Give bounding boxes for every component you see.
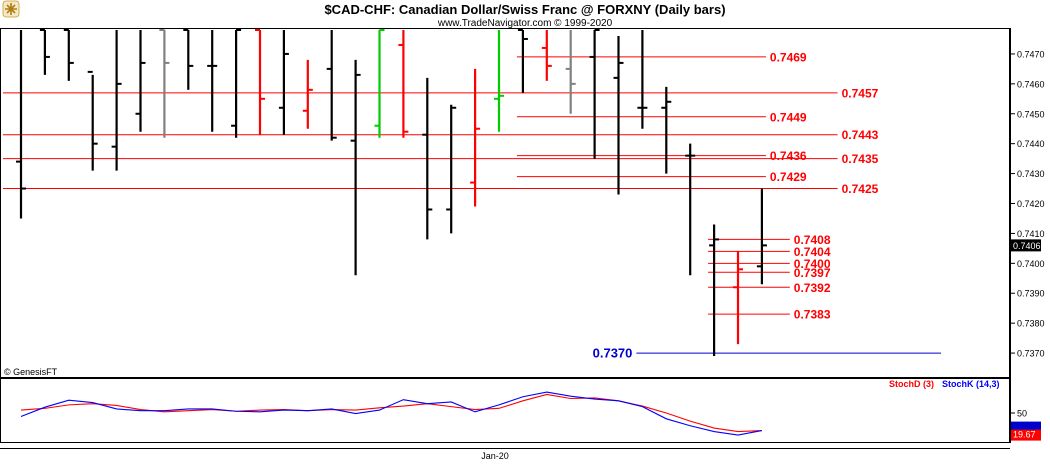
ohlc-bar xyxy=(159,29,170,138)
level-label: 0.7392 xyxy=(794,281,831,295)
ohlc-bar xyxy=(183,29,194,90)
ohlc-bar xyxy=(278,30,289,135)
chart-subtitle: www.TradeNavigator.com © 1999-2020 xyxy=(437,18,613,29)
ohlc-bar xyxy=(446,104,457,234)
price-bars xyxy=(16,29,767,357)
ohlc-bar xyxy=(63,29,74,81)
ohlc-bar xyxy=(87,70,98,171)
stoch-badge-k xyxy=(1011,421,1041,431)
ohlc-bar xyxy=(685,143,696,276)
price-levels: 0.7469 0.7457 0.7449 0.7443 0.7436 0.7435 0.74… xyxy=(3,50,941,361)
price-axis-tick-label: 0.7410 xyxy=(1017,229,1045,239)
last-price-label: 0.7406 xyxy=(1013,241,1041,251)
price-axis-tick-label: 0.7380 xyxy=(1017,319,1045,329)
level-label: 0.7429 xyxy=(770,170,807,184)
level-label: 0.7404 xyxy=(794,245,831,259)
price-axis-tick-label: 0.7420 xyxy=(1017,199,1045,209)
level-label: 0.7469 xyxy=(770,50,807,64)
level-label: 0.7383 xyxy=(794,308,831,322)
ohlc-bar xyxy=(709,224,720,357)
price-axis-tick-label: 0.7460 xyxy=(1017,79,1045,89)
level-label: 0.7449 xyxy=(770,110,807,124)
ohlc-bar xyxy=(207,30,218,132)
level-label: 0.7443 xyxy=(842,128,879,142)
ohlc-bar xyxy=(494,30,504,132)
ohlc-bar xyxy=(470,68,481,207)
ohlc-bar xyxy=(39,29,50,75)
chart-title: $CAD-CHF: Canadian Dollar/Swiss Franc @ … xyxy=(324,2,725,17)
price-axis-tick-label: 0.7450 xyxy=(1017,109,1045,119)
stochastic-panel: 50 19.67 StochD (3) StochK (14,3) xyxy=(20,379,1041,441)
ohlc-bar xyxy=(541,30,552,81)
price-axis-tick-label: 0.7440 xyxy=(1017,139,1045,149)
ohlc-bar xyxy=(135,30,146,132)
ohlc-bar xyxy=(613,35,624,195)
ohlc-bar xyxy=(733,251,743,345)
ohlc-bar xyxy=(350,59,361,276)
legend-stoch-d: StochD (3) xyxy=(889,379,934,389)
ohlc-bar xyxy=(661,86,672,174)
level-label: 0.7435 xyxy=(842,152,879,166)
legend-stoch-k: StochK (14,3) xyxy=(942,379,1000,389)
level-label: 0.7400 xyxy=(794,257,831,271)
price-panel-frame xyxy=(0,28,1010,378)
price-axis-tick-label: 0.7430 xyxy=(1017,169,1045,179)
ohlc-bar xyxy=(231,29,242,138)
level-label: 0.7397 xyxy=(794,266,831,280)
level-label: 0.7457 xyxy=(842,86,879,100)
ohlc-bar xyxy=(255,29,265,135)
ohlc-bar xyxy=(302,59,313,129)
price-axis-tick-label: 0.7390 xyxy=(1017,289,1045,299)
ohlc-bar xyxy=(589,29,600,159)
price-axis-tick-label: 0.7370 xyxy=(1017,349,1045,359)
price-axis-tick-label: 0.7470 xyxy=(1017,49,1045,59)
price-axis: 0.7470 0.7460 0.7450 0.7440 0.7430 0.7420 0.74… xyxy=(1010,49,1045,359)
logo-icon xyxy=(2,0,20,18)
ohlc-bar xyxy=(756,188,767,285)
ohlc-bar xyxy=(16,30,26,219)
level-label: 0.7425 xyxy=(842,182,879,196)
price-axis-tick-label: 0.7400 xyxy=(1017,259,1045,269)
stoch-axis-tick-label: 50 xyxy=(1017,409,1027,419)
ohlc-bar xyxy=(374,29,385,138)
x-tick-jan: Jan-20 xyxy=(481,451,509,461)
ohlc-bar xyxy=(637,30,648,129)
last-price-badge xyxy=(1011,239,1041,252)
stoch-line-k xyxy=(20,391,763,436)
ohlc-bar xyxy=(422,77,433,240)
stoch-badge-d xyxy=(1011,429,1041,441)
ohlc-bar xyxy=(517,29,528,93)
ohlc-bar xyxy=(565,30,576,114)
stoch-last-value: 19.67 xyxy=(1013,430,1036,440)
copyright-label: © GenesisFT xyxy=(4,367,58,377)
ohlc-bar xyxy=(111,30,122,171)
stoch-panel-frame xyxy=(0,378,1010,443)
support-label: 0.7370 xyxy=(593,346,633,361)
level-label: 0.7436 xyxy=(770,149,807,163)
ohlc-bar xyxy=(398,30,409,138)
level-label: 0.7408 xyxy=(794,233,831,247)
ohlc-bar xyxy=(326,30,337,141)
